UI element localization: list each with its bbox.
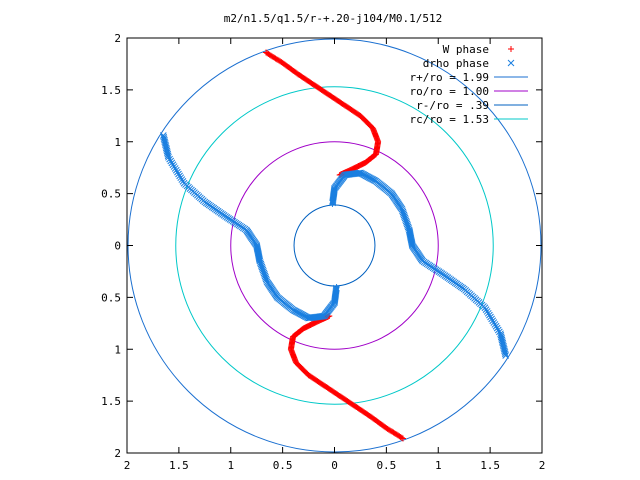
series-point xyxy=(488,315,495,323)
series-point xyxy=(177,174,185,182)
legend-label: r-/ro = .39 xyxy=(416,99,489,112)
series-point xyxy=(493,324,501,332)
y-tick-label: 0.5 xyxy=(101,291,121,304)
series-point xyxy=(483,308,491,315)
series-point xyxy=(165,153,172,161)
x-tick-label: 2 xyxy=(539,459,546,472)
series-point xyxy=(170,163,178,170)
legend-label: drho phase xyxy=(423,57,489,70)
chart-title: m2/n1.5/q1.5/r-+.20-j104/M0.1/512 xyxy=(224,12,443,25)
legend-marker xyxy=(508,46,514,52)
x-tick-label: 0.5 xyxy=(376,459,396,472)
series-point xyxy=(490,319,498,326)
series-point xyxy=(176,172,183,180)
x-tick-label: 0.5 xyxy=(273,459,293,472)
y-tick-label: 1.5 xyxy=(101,84,121,97)
series-point xyxy=(174,168,181,176)
series-point xyxy=(167,157,175,165)
x-tick-label: 2 xyxy=(124,459,131,472)
series-point xyxy=(168,159,176,167)
series-point xyxy=(169,161,177,169)
x-tick-label: 1 xyxy=(435,459,442,472)
series-point xyxy=(494,326,502,334)
x-tick-label: 1.5 xyxy=(480,459,500,472)
legend-marker xyxy=(507,59,515,67)
legend-label: r+/ro = 1.99 xyxy=(410,71,489,84)
series-point xyxy=(329,201,336,207)
series-point xyxy=(497,330,504,338)
series-point xyxy=(486,311,493,319)
series-point xyxy=(489,317,497,325)
series-point xyxy=(496,328,503,336)
series-point xyxy=(175,170,182,178)
legend-label: ro/ro = 1.00 xyxy=(410,85,489,98)
series-point xyxy=(172,166,180,174)
series-point xyxy=(178,176,186,183)
series-point xyxy=(332,286,340,294)
circle-2 xyxy=(293,204,376,287)
legend-label: rc/ro = 1.53 xyxy=(410,113,489,126)
tick-layer: 2 1.5 1 0.5 0 0.5 1 1.5 221.510.500.511.52 xyxy=(101,32,545,472)
series-point xyxy=(492,322,500,330)
y-tick-label: 2 xyxy=(114,32,121,45)
series-point xyxy=(171,165,179,172)
series-point xyxy=(497,331,505,339)
x-tick-label: 1.5 xyxy=(169,459,189,472)
circle-1 xyxy=(230,141,439,350)
series-point xyxy=(487,313,494,321)
legend-label: W phase xyxy=(443,43,489,56)
series-0 xyxy=(263,49,406,442)
circle-3 xyxy=(175,86,494,405)
series-point xyxy=(484,309,492,317)
series-layer xyxy=(159,49,510,442)
series-point xyxy=(329,197,337,205)
series-point xyxy=(164,152,172,160)
series-point xyxy=(166,155,173,163)
y-tick-label: 0.5 xyxy=(101,188,121,201)
y-tick-label: 1 xyxy=(114,343,121,356)
x-tick-label: 0 xyxy=(331,459,338,472)
y-tick-label: 1 xyxy=(114,136,121,149)
series-point xyxy=(491,321,499,328)
y-tick-label: 2 xyxy=(114,447,121,460)
y-tick-label: 1.5 xyxy=(101,395,121,408)
y-tick-label: 0 xyxy=(114,240,121,253)
x-tick-label: 1 xyxy=(227,459,234,472)
series-point xyxy=(333,284,340,290)
series-1 xyxy=(159,132,510,359)
